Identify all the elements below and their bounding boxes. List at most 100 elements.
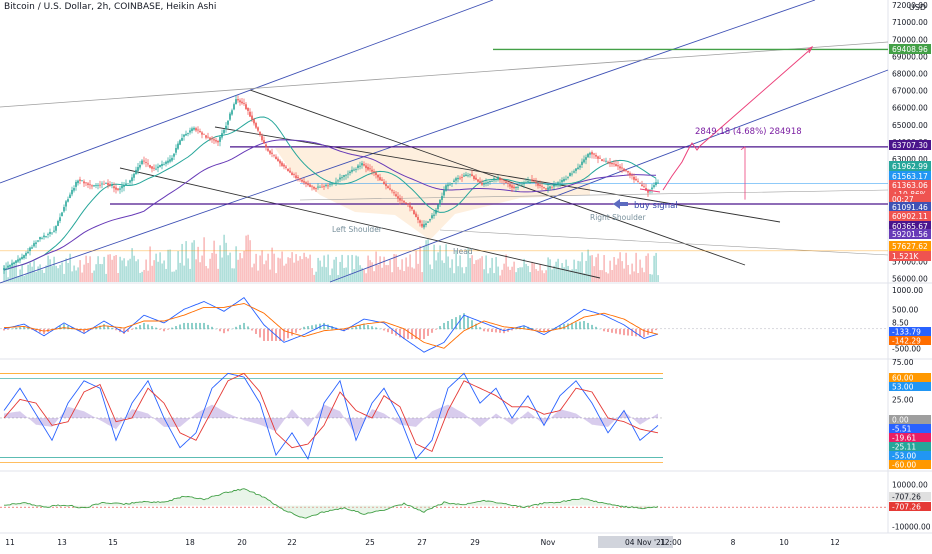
candle-body: [637, 180, 639, 182]
macd-histogram-bar: [131, 328, 133, 330]
price-label-bg: [889, 140, 931, 150]
candle-body: [245, 104, 247, 110]
macd-histogram-bar: [491, 328, 493, 333]
macd-histogram-bar: [615, 328, 617, 334]
candle-body: [145, 162, 147, 163]
macd-histogram-bar: [215, 328, 217, 330]
candle-body: [285, 166, 287, 168]
macd-histogram-bar: [375, 327, 377, 330]
volume-bar: [87, 262, 89, 282]
candle-body: [529, 179, 531, 181]
candle-body: [611, 162, 613, 165]
volume-bar: [549, 259, 551, 282]
volume-bar: [497, 266, 499, 282]
candle-body: [483, 183, 485, 185]
macd-histogram-bar: [603, 328, 605, 332]
volume-bar: [401, 259, 403, 282]
volume-bar: [9, 266, 11, 282]
volume-bar: [567, 265, 569, 282]
time-axis-tick: 04 Nov '21: [625, 538, 666, 547]
candle-body: [399, 198, 401, 201]
candle-body: [127, 183, 129, 185]
candle-body: [541, 185, 543, 187]
macd-histogram-bar: [651, 328, 653, 333]
candle-body: [421, 223, 423, 227]
volume-bar: [573, 259, 575, 282]
volume-bar: [63, 273, 65, 282]
candle-body: [567, 177, 569, 178]
macd-histogram-bar: [415, 328, 417, 340]
volume-bar: [513, 261, 515, 282]
candle-body: [263, 140, 265, 144]
macd-histogram-bar: [127, 328, 129, 332]
annotation-label: Head: [453, 247, 473, 256]
macd-histogram-bar: [567, 323, 569, 330]
volume-bar: [561, 263, 563, 282]
candle-body: [453, 180, 455, 183]
candle-body: [595, 154, 597, 157]
volume-bar: [511, 266, 513, 282]
volume-bar: [123, 258, 125, 282]
candle-body: [501, 179, 503, 180]
volume-bar: [397, 266, 399, 282]
volume-bar: [581, 252, 583, 282]
candle-body: [549, 186, 551, 189]
volume-bar: [103, 256, 105, 282]
volume-bar: [633, 271, 635, 282]
macd-histogram-bar: [443, 322, 445, 330]
time-axis-tick: 8: [731, 538, 736, 547]
volume-bar: [489, 267, 491, 282]
volume-bar: [281, 251, 283, 282]
candle-body: [13, 262, 15, 265]
candle-body: [361, 163, 363, 166]
candle-body: [389, 188, 391, 190]
buy-signal-icon: [613, 199, 628, 209]
macd-histogram-bar: [171, 327, 173, 330]
volume-bar: [303, 252, 305, 282]
candle-body: [287, 168, 289, 172]
volume-bar: [253, 263, 255, 282]
stoch-label: -53.00: [892, 452, 916, 461]
candle-body: [557, 182, 559, 185]
volume-bar: [193, 240, 195, 282]
volume-bar: [293, 262, 295, 282]
macd-histogram-bar: [67, 325, 69, 330]
candle-body: [355, 168, 357, 170]
candle-body: [153, 167, 155, 169]
volume-bar: [145, 259, 147, 282]
volume-bar: [191, 242, 193, 282]
projection-arrowhead: [805, 45, 814, 54]
volume-bar: [495, 257, 497, 282]
macd-histogram-bar: [151, 326, 153, 330]
candle-body: [583, 159, 585, 163]
candle-body: [497, 176, 499, 179]
macd-histogram-bar: [475, 323, 477, 330]
channel-line-middle: [0, 0, 816, 284]
candle-body: [563, 178, 565, 182]
candle-body: [95, 184, 97, 186]
volume-bar: [187, 258, 189, 282]
macd-label-bg: [889, 327, 931, 336]
macd-histogram-bar: [283, 328, 285, 341]
macd-histogram-bar: [551, 328, 553, 330]
volume-bar: [235, 246, 237, 282]
price-axis-tick: 66000.00: [892, 104, 928, 113]
candle-body: [293, 174, 295, 175]
candle-body: [599, 157, 601, 159]
price-axis-tick: 65000.00: [892, 121, 928, 130]
candle-body: [85, 182, 87, 184]
price-axis-tick: 72000.00: [892, 1, 928, 10]
candle-body: [131, 177, 133, 182]
candle-body: [189, 130, 191, 133]
macd-histogram-bar: [403, 328, 405, 340]
candle-body: [653, 185, 655, 188]
volume-bar: [43, 272, 45, 282]
volume-bar: [571, 269, 573, 282]
descending-line-lower: [119, 167, 601, 279]
macd-histogram-bar: [87, 328, 89, 332]
volume-bar: [343, 267, 345, 282]
candle-body: [511, 185, 513, 188]
volume-bar: [647, 253, 649, 282]
projection-start: [639, 188, 661, 193]
